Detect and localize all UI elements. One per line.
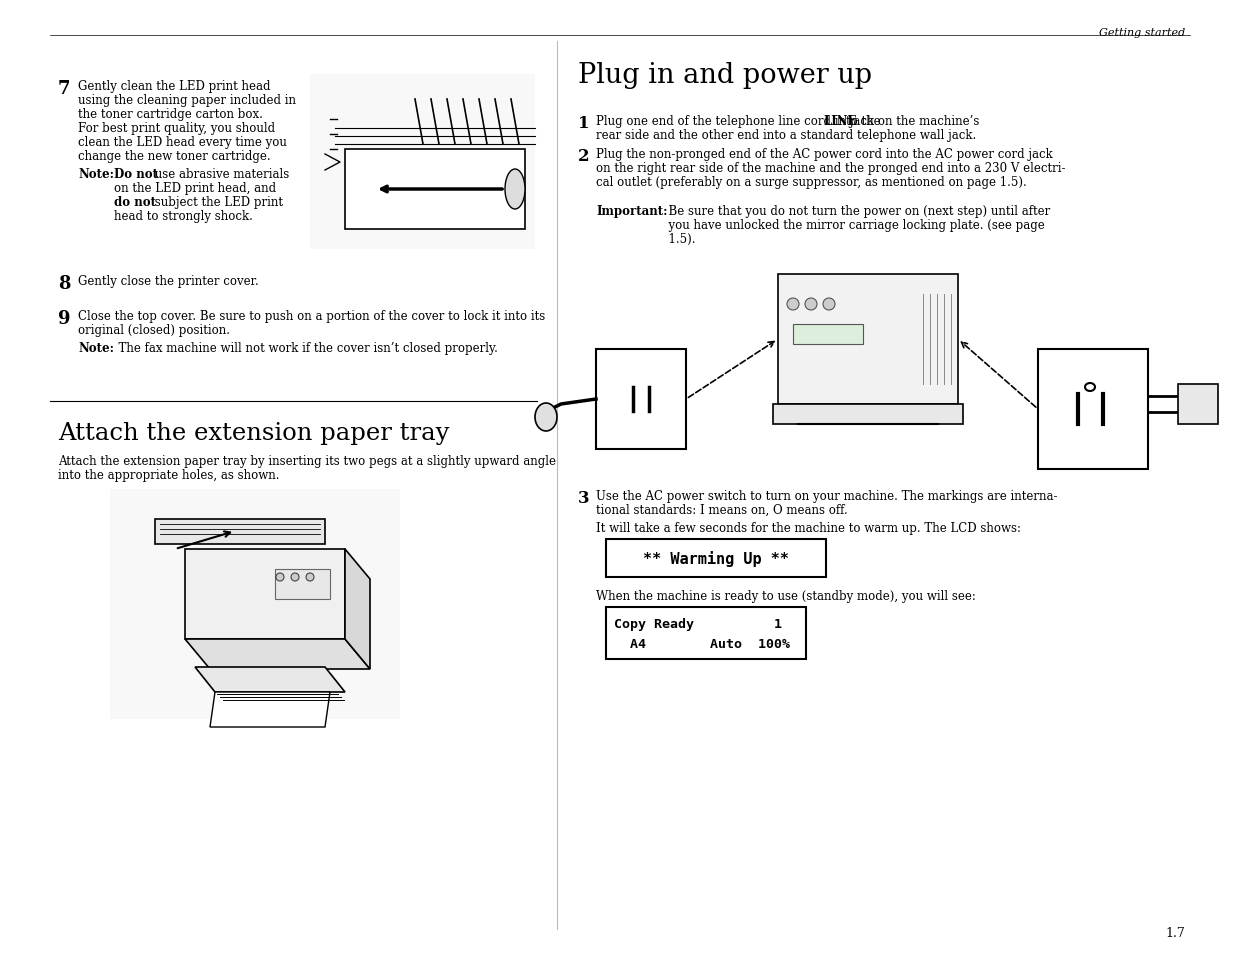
Text: 3: 3 [578, 490, 589, 506]
Text: 8: 8 [58, 274, 70, 293]
Text: Important:: Important: [597, 205, 667, 218]
Ellipse shape [1086, 384, 1095, 392]
Bar [606, 539, 826, 578]
Text: 9: 9 [58, 310, 70, 328]
Text: Gently close the printer cover.: Gently close the printer cover. [78, 274, 259, 288]
Text: ** Warming Up **: ** Warming Up ** [643, 551, 789, 566]
Text: on the right rear side of the machine and the pronged end into a 230 V electri-: on the right rear side of the machine an… [597, 162, 1066, 174]
Text: 1.7: 1.7 [1166, 926, 1186, 939]
Bar [778, 274, 958, 405]
Text: tional standards: I means on, O means off.: tional standards: I means on, O means of… [597, 503, 847, 517]
Bar [773, 405, 963, 424]
Text: Plug one end of the telephone line cord into the: Plug one end of the telephone line cord … [597, 115, 884, 128]
Bar [275, 569, 330, 599]
Circle shape [275, 574, 284, 581]
Text: It will take a few seconds for the machine to warm up. The LCD shows:: It will take a few seconds for the machi… [597, 521, 1021, 535]
Bar [310, 75, 535, 250]
Polygon shape [156, 519, 325, 544]
Text: use abrasive materials: use abrasive materials [151, 168, 289, 181]
Text: Attach the extension paper tray: Attach the extension paper tray [58, 421, 450, 444]
Text: into the appropriate holes, as shown.: into the appropriate holes, as shown. [58, 469, 279, 481]
Text: change the new toner cartridge.: change the new toner cartridge. [78, 150, 270, 163]
Text: clean the LED head every time you: clean the LED head every time you [78, 136, 287, 149]
Text: When the machine is ready to use (standby mode), you will see:: When the machine is ready to use (standb… [597, 589, 976, 602]
Bar [185, 550, 345, 639]
Bar [793, 325, 863, 345]
Text: original (closed) position.: original (closed) position. [78, 324, 230, 336]
Bar [1037, 350, 1149, 470]
Bar [597, 350, 685, 450]
Polygon shape [210, 692, 330, 727]
Ellipse shape [505, 170, 525, 210]
Circle shape [306, 574, 314, 581]
Text: The fax machine will not work if the cover isn’t closed properly.: The fax machine will not work if the cov… [111, 341, 498, 355]
Text: LINE: LINE [824, 115, 857, 128]
Circle shape [787, 298, 799, 311]
Bar [1178, 385, 1218, 424]
Text: do not: do not [114, 195, 156, 209]
Bar [345, 150, 525, 230]
Text: Do not: Do not [114, 168, 158, 181]
Text: Plug in and power up: Plug in and power up [578, 62, 872, 89]
Text: head to strongly shock.: head to strongly shock. [114, 210, 253, 223]
Text: Note:: Note: [78, 341, 114, 355]
Text: Note:: Note: [78, 168, 114, 181]
Text: Use the AC power switch to turn on your machine. The markings are interna-: Use the AC power switch to turn on your … [597, 490, 1057, 502]
Bar [606, 607, 806, 659]
Text: the toner cartridge carton box.: the toner cartridge carton box. [78, 108, 263, 121]
Text: A4        Auto  100%: A4 Auto 100% [614, 638, 790, 650]
Circle shape [823, 298, 835, 311]
Text: For best print quality, you should: For best print quality, you should [78, 122, 275, 135]
Text: Plug the non-pronged end of the AC power cord into the AC power cord jack: Plug the non-pronged end of the AC power… [597, 148, 1052, 161]
Circle shape [291, 574, 299, 581]
Text: using the cleaning paper included in: using the cleaning paper included in [78, 94, 296, 107]
Text: 7: 7 [58, 80, 70, 98]
Text: Be sure that you do not turn the power on (next step) until after: Be sure that you do not turn the power o… [661, 205, 1050, 218]
Circle shape [805, 298, 818, 311]
Polygon shape [185, 639, 370, 669]
Ellipse shape [535, 403, 557, 432]
Text: subject the LED print: subject the LED print [151, 195, 283, 209]
Text: cal outlet (preferably on a surge suppressor, as mentioned on page 1.5).: cal outlet (preferably on a surge suppre… [597, 175, 1026, 189]
Text: 1.5).: 1.5). [661, 233, 695, 246]
Text: rear side and the other end into a standard telephone wall jack.: rear side and the other end into a stand… [597, 129, 976, 142]
Text: 2: 2 [578, 148, 589, 165]
Bar [110, 490, 400, 720]
Polygon shape [195, 667, 345, 692]
Text: Close the top cover. Be sure to push on a portion of the cover to lock it into i: Close the top cover. Be sure to push on … [78, 310, 545, 323]
Text: on the LED print head, and: on the LED print head, and [114, 182, 277, 194]
Text: Getting started: Getting started [1099, 28, 1186, 38]
Polygon shape [345, 550, 370, 669]
Text: jack on the machine’s: jack on the machine’s [846, 115, 979, 128]
Text: Attach the extension paper tray by inserting its two pegs at a slightly upward a: Attach the extension paper tray by inser… [58, 455, 556, 468]
Text: Gently clean the LED print head: Gently clean the LED print head [78, 80, 270, 92]
Text: you have unlocked the mirror carriage locking plate. (see page: you have unlocked the mirror carriage lo… [661, 219, 1045, 232]
Text: 1: 1 [578, 115, 589, 132]
Text: Copy Ready          1: Copy Ready 1 [614, 618, 782, 630]
